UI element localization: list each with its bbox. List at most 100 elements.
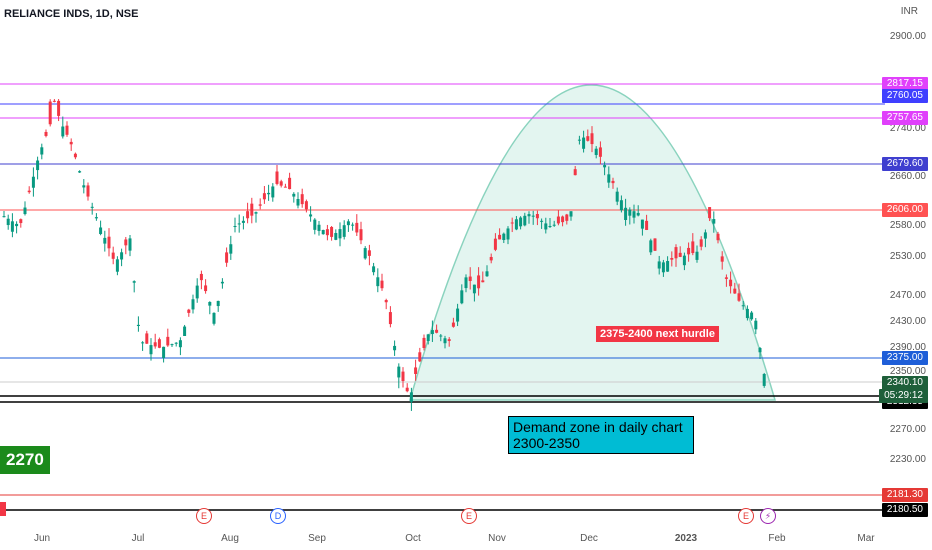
candle-body — [183, 326, 187, 336]
candle-body — [514, 219, 518, 230]
candle-body — [304, 201, 308, 210]
candle-body — [220, 281, 224, 284]
candle-body — [573, 169, 577, 176]
candle-body — [397, 366, 401, 378]
candle-body — [216, 300, 220, 307]
candle-body — [86, 185, 90, 197]
candle-body — [544, 223, 548, 230]
candle-body — [729, 279, 733, 287]
candle-body — [321, 229, 325, 235]
candle-body — [52, 100, 56, 102]
candle-body — [724, 277, 728, 279]
candle-body — [498, 234, 502, 240]
candle-body — [695, 251, 699, 260]
candle-body — [615, 191, 619, 202]
candle-body — [661, 262, 665, 273]
candle-body — [69, 141, 73, 145]
lightning-icon[interactable]: ⚡ — [760, 508, 776, 524]
event-icon-e[interactable]: E — [738, 508, 754, 524]
candle-body — [548, 226, 552, 227]
candle-body — [451, 322, 455, 327]
candle-body — [636, 212, 640, 216]
event-icon-d[interactable]: D — [270, 508, 286, 524]
candle-body — [204, 285, 208, 292]
candle-body — [153, 342, 157, 347]
candle-body — [355, 222, 359, 233]
candle-body — [187, 309, 191, 313]
candle-body — [708, 207, 712, 219]
y-tick-3: 2580.00 — [889, 220, 926, 231]
candle-body — [565, 214, 569, 221]
candle-body — [73, 153, 77, 158]
x-tick-Sep: Sep — [308, 533, 326, 544]
candle-body — [258, 204, 262, 206]
candle-body — [720, 256, 724, 262]
candle-body — [363, 248, 367, 259]
candle-body — [460, 290, 464, 304]
candle-body — [229, 244, 233, 254]
candle-body — [699, 239, 703, 247]
price-badge-2606.00: 2606.00 — [881, 203, 928, 217]
price-badge-2760.05: 2760.05 — [881, 88, 928, 103]
y-tick-10: 2230.00 — [889, 454, 926, 465]
candle-body — [380, 280, 384, 289]
candle-body — [435, 329, 439, 333]
candle-body — [241, 220, 245, 223]
y-tick-6: 2430.00 — [889, 316, 926, 327]
candle-body — [94, 217, 98, 219]
candle-body — [569, 211, 573, 217]
candle-body — [6, 218, 10, 226]
candle-body — [225, 252, 229, 263]
event-icon-e[interactable]: E — [461, 508, 477, 524]
candle-body — [250, 203, 254, 216]
candle-body — [246, 211, 250, 219]
candle-body — [174, 342, 178, 344]
candle-body — [430, 330, 434, 335]
candle-body — [611, 180, 615, 184]
candle-body — [372, 266, 376, 273]
candle-body — [36, 160, 40, 171]
candle-body — [233, 226, 237, 227]
candle-body — [754, 320, 758, 330]
candle-body — [477, 275, 481, 289]
candle-body — [195, 285, 199, 299]
candle-body — [359, 229, 363, 241]
x-tick-Nov: Nov — [488, 533, 506, 544]
candle-body — [586, 136, 590, 141]
candle-body — [540, 220, 544, 222]
candle-body — [292, 193, 296, 197]
candle-body — [279, 181, 283, 186]
candle-body — [325, 229, 329, 236]
event-icon-e[interactable]: E — [196, 508, 212, 524]
candle-body — [145, 333, 149, 344]
candle-body — [737, 293, 741, 301]
candle-body — [405, 387, 409, 392]
candle-body — [48, 101, 52, 125]
candle-body — [141, 342, 145, 344]
candle-body — [212, 312, 216, 324]
candle-body — [527, 214, 531, 217]
candle-body — [531, 215, 535, 217]
candle-body — [619, 200, 623, 211]
candle-body — [44, 131, 48, 136]
candle-body — [170, 344, 174, 346]
y-tick-1: 2740.00 — [889, 123, 926, 134]
y-tick-2: 2660.00 — [889, 171, 926, 182]
candle-body — [40, 147, 44, 155]
candle-body — [456, 308, 460, 322]
candle-body — [111, 252, 115, 259]
candle-body — [485, 271, 489, 277]
candle-body — [262, 193, 266, 200]
candle-body — [191, 299, 195, 310]
candle-body — [208, 301, 212, 306]
candle-body — [57, 100, 61, 116]
candle-body — [367, 250, 371, 256]
candle-body — [401, 371, 405, 381]
candle-body — [733, 288, 737, 294]
x-tick-Oct: Oct — [405, 533, 421, 544]
candle-body — [120, 252, 124, 260]
y-tick-0: 2900.00 — [889, 31, 926, 42]
y-tick-4: 2530.00 — [889, 251, 926, 262]
x-tick-2023: 2023 — [674, 533, 698, 544]
